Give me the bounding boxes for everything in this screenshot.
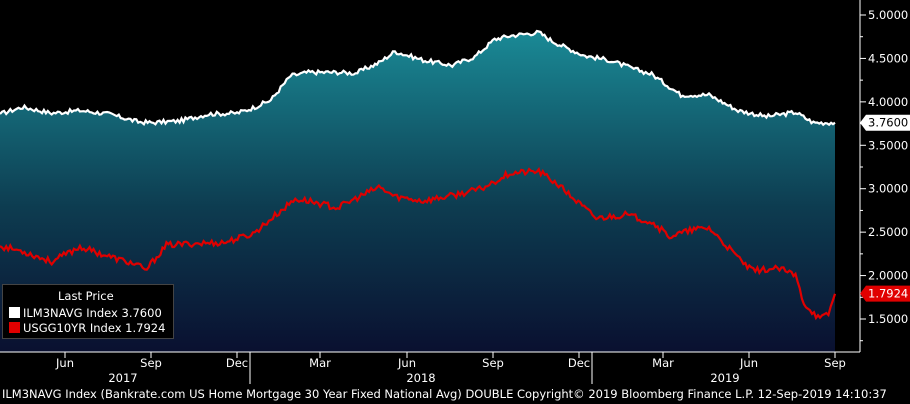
legend: Last Price ILM3NAVG Index 3.7600 USGG10Y… <box>2 284 174 339</box>
legend-entry-ilm3navg: ILM3NAVG Index 3.7600 <box>9 306 162 320</box>
x-tick-label: Mar <box>652 356 674 370</box>
x-tick-label: Mar <box>309 356 331 370</box>
x-tick-label: Jun <box>55 356 74 370</box>
footer-source: ILM3NAVG Index (Bankrate.com US Home Mor… <box>0 385 910 404</box>
series-area-group <box>0 31 835 352</box>
x-tick-label: Sep <box>482 356 504 370</box>
last-value-label: 1.7924 <box>868 287 908 301</box>
y-tick-label: 4.0000 <box>868 95 908 109</box>
x-year-label: 2019 <box>710 371 739 385</box>
y-tick-label: 1.5000 <box>868 312 908 326</box>
y-tick-label: 4.5000 <box>868 51 908 65</box>
x-tick-label: Jun <box>739 356 758 370</box>
x-tick-label: Jun <box>397 356 416 370</box>
y-tick-label: 5.0000 <box>868 8 908 22</box>
y-axis-ticks: 5.0000 4.5000 4.0000 3.5000 3.0000 2.5000 2.00… <box>860 8 908 342</box>
x-tick-label: Sep <box>140 356 162 370</box>
legend-entry-usgg10yr: USGG10YR Index 1.7924 <box>9 321 165 335</box>
series-ilm3navg-area <box>0 31 835 352</box>
x-year-label: 2018 <box>406 371 435 385</box>
y-tick-label: 2.5000 <box>868 225 908 239</box>
last-value-badge <box>860 285 910 302</box>
series-usgg10yr-line <box>0 167 837 321</box>
legend-title: Last Price <box>58 289 114 303</box>
series-line-group <box>0 29 837 321</box>
y-tick-label: 3.5000 <box>868 138 908 152</box>
legend-swatch-white <box>9 307 20 318</box>
legend-label: USGG10YR Index 1.7924 <box>23 321 166 335</box>
legend-label: ILM3NAVG Index 3.7600 <box>23 306 162 320</box>
last-value-label: 3.7600 <box>868 116 908 130</box>
last-value-badges: 3.7600 1.7924 <box>860 114 910 302</box>
x-tick-label: Sep <box>824 356 846 370</box>
x-tick-label: Dec <box>226 356 248 370</box>
x-tick-label: Dec <box>568 356 590 370</box>
x-year-label: 2017 <box>108 371 137 385</box>
last-value-badge <box>860 114 910 131</box>
series-ilm3navg-line <box>0 29 836 127</box>
y-tick-label: 2.0000 <box>868 269 908 283</box>
legend-swatch-red <box>9 322 20 333</box>
y-tick-label: 3.0000 <box>868 182 908 196</box>
